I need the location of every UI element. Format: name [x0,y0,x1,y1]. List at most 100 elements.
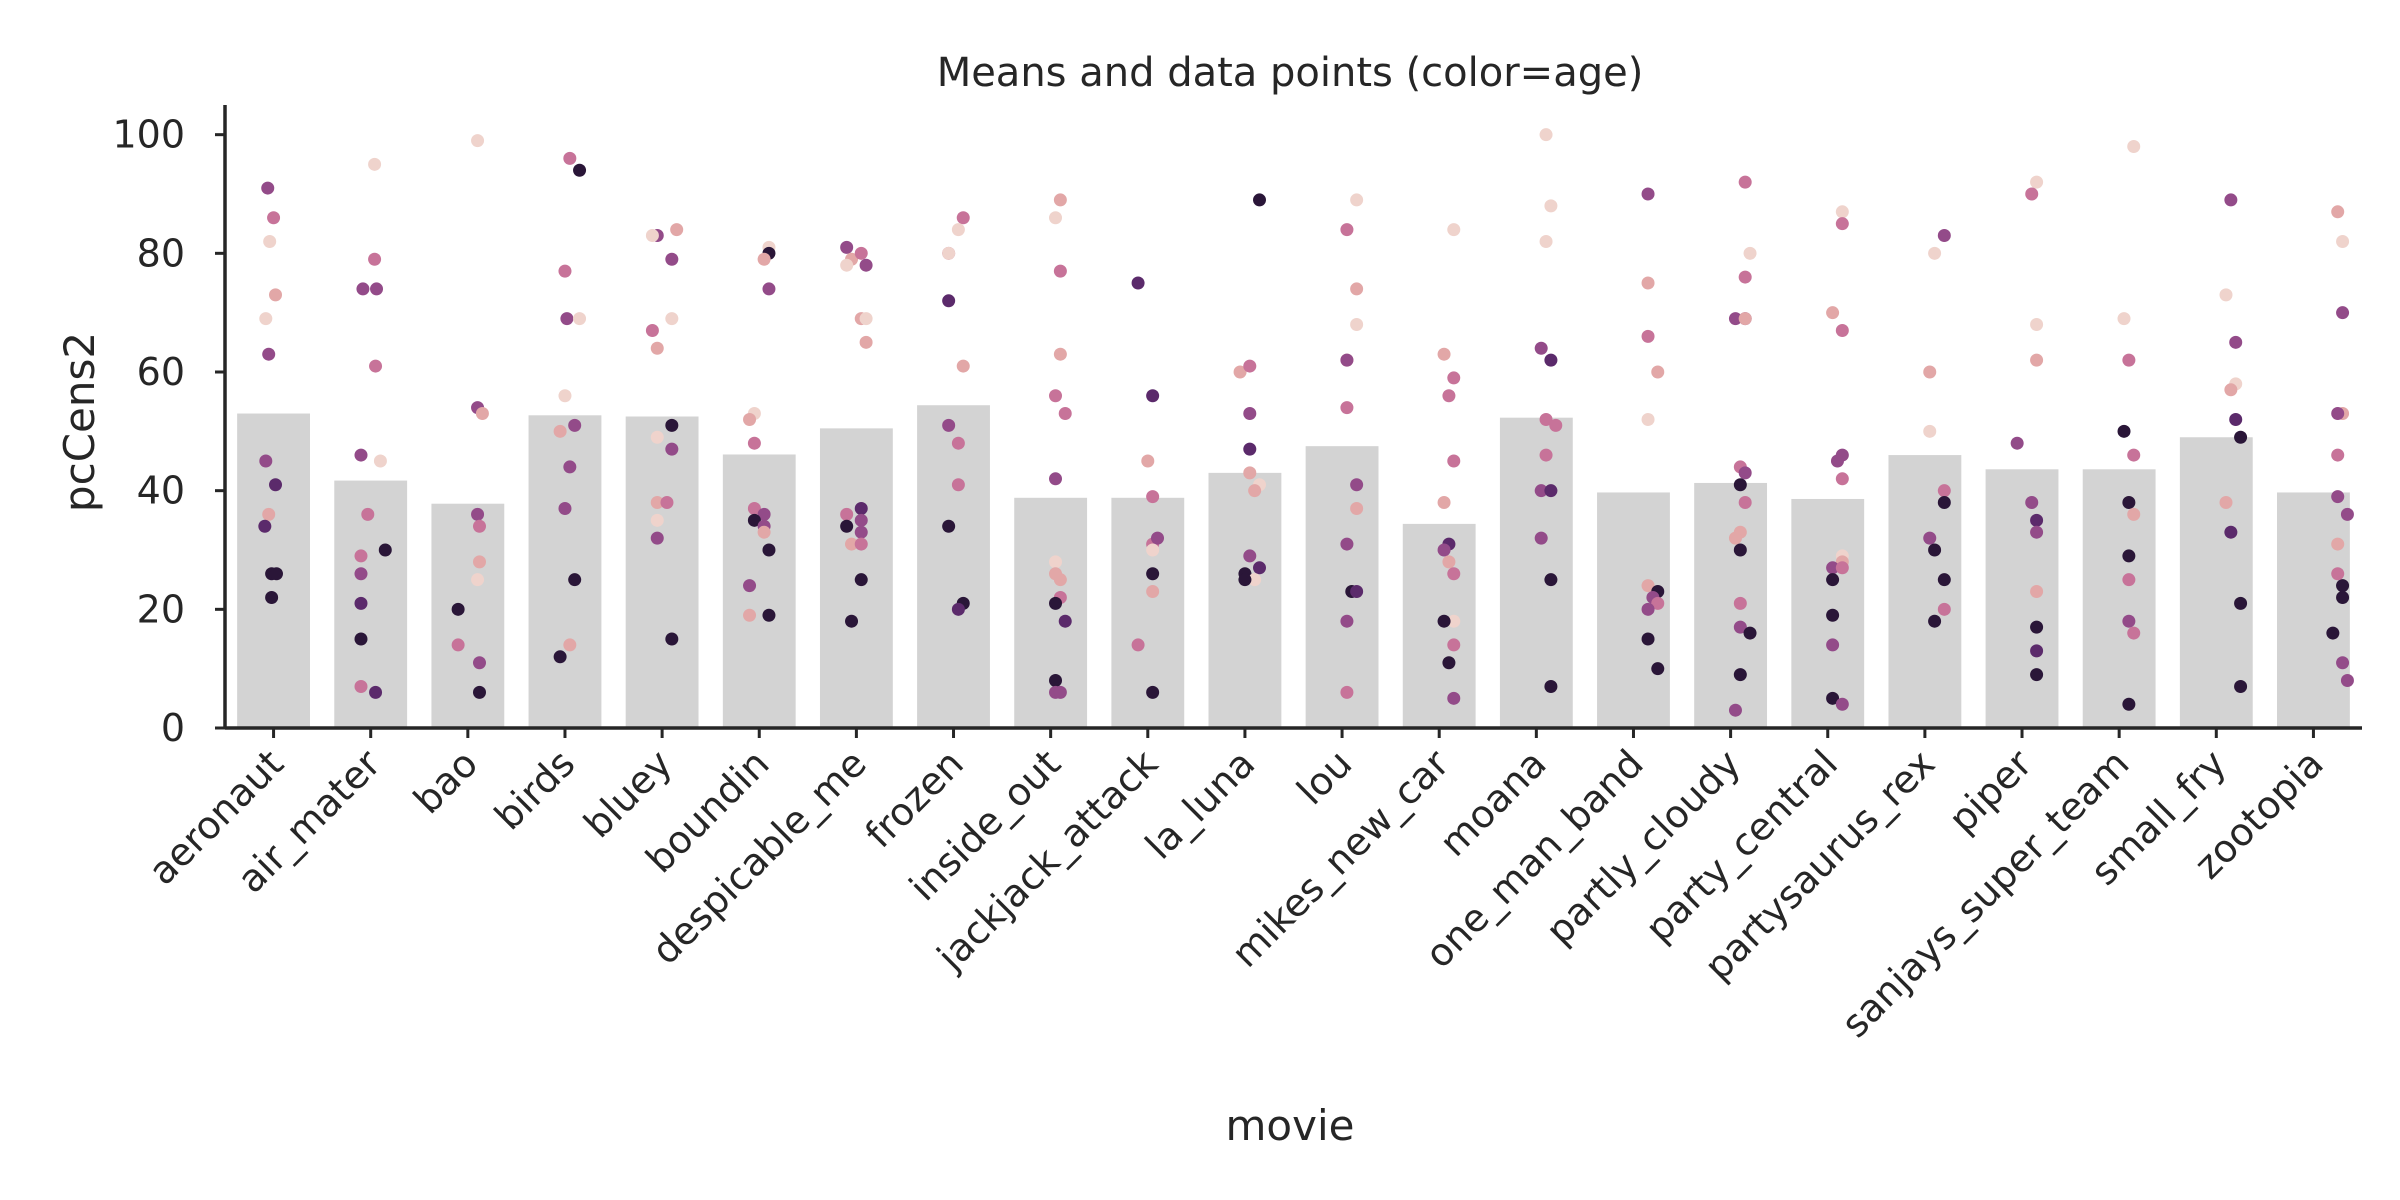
bar-la_luna [1208,472,1282,728]
data-point-birds-3 [560,312,574,326]
data-point-partly_cloudy-12 [1733,543,1747,557]
data-point-boundin-14 [762,608,776,622]
data-point-sanjays_super_team-1 [2117,312,2131,326]
data-point-one_man_band-11 [1651,662,1665,676]
data-point-lou-1 [1340,223,1354,237]
data-point-lou-0 [1350,193,1364,207]
data-point-zootopia-7 [2331,490,2345,504]
data-point-inside_out-1 [1049,211,1063,225]
data-point-boundin-6 [747,436,761,450]
data-point-small_fry-9 [2234,596,2248,610]
data-point-jackjack_attack-10 [1146,685,1160,699]
data-point-party_central-10 [1835,561,1849,575]
data-point-moana-6 [1549,418,1563,432]
data-point-zootopia-8 [2331,537,2345,551]
data-point-lou-13 [1340,685,1354,699]
data-point-moana-2 [1539,234,1553,248]
data-point-bluey-6 [650,341,664,355]
data-point-despicable_me-4 [840,258,854,272]
data-point-bluey-10 [650,496,664,510]
data-point-birds-10 [568,573,582,587]
data-point-party_central-9 [1826,561,1840,575]
data-point-la_luna-7 [1248,484,1262,498]
data-point-mikes_new_car-2 [1447,371,1461,385]
data-point-one_man_band-5 [1641,579,1655,593]
data-point-frozen-3 [942,246,956,260]
data-point-boundin-9 [747,513,761,527]
data-point-bluey-1 [670,223,684,237]
data-point-despicable_me-13 [845,537,859,551]
data-point-small_fry-5 [2229,412,2243,426]
data-point-partly_cloudy-5 [1738,312,1752,326]
data-point-la_luna-6 [1243,466,1257,480]
data-point-party_central-13 [1826,638,1840,652]
data-point-air_mater-6 [354,448,368,462]
data-point-aeronaut-8 [262,507,276,521]
data-point-moana-12 [1544,679,1558,693]
data-point-sanjays_super_team-7 [2122,549,2136,563]
bar-air_mater [334,480,408,728]
chart-title: Means and data points (color=age) [937,50,1644,96]
data-point-aeronaut-11 [269,567,283,581]
data-point-boundin-8 [757,507,771,521]
data-point-partly_cloudy-17 [1728,703,1742,717]
data-point-inside_out-0 [1053,193,1067,207]
data-point-one_man_band-1 [1641,276,1655,290]
data-point-bluey-9 [665,442,679,456]
data-point-party_central-11 [1826,573,1840,587]
data-point-mikes_new_car-14 [1447,691,1461,705]
data-point-small_fry-10 [2234,679,2248,693]
data-point-despicable_me-6 [859,312,873,326]
data-point-one_man_band-2 [1641,329,1655,343]
data-point-air_mater-0 [368,157,382,171]
data-point-small_fry-6 [2234,430,2248,444]
data-point-party_central-12 [1826,608,1840,622]
data-point-piper-1 [2025,187,2039,201]
data-point-aeronaut-3 [269,288,283,302]
data-point-bao-7 [451,602,465,616]
data-point-jackjack_attack-1 [1146,389,1160,403]
data-point-air_mater-5 [373,454,387,468]
data-point-sanjays_super_team-9 [2122,614,2136,628]
data-point-partysaurus_rex-7 [1928,543,1942,557]
data-point-sanjays_super_team-8 [2122,573,2136,587]
data-point-zootopia-11 [2336,590,2350,604]
data-point-mikes_new_car-5 [1437,496,1451,510]
bar-boundin [722,454,796,728]
data-point-jackjack_attack-8 [1146,585,1160,599]
data-point-bluey-11 [660,496,674,510]
data-point-zootopia-9 [2336,579,2350,593]
data-point-frozen-6 [942,418,956,432]
data-point-la_luna-11 [1248,573,1262,587]
data-point-la_luna-3 [1243,407,1257,421]
data-point-partysaurus_rex-2 [1923,365,1937,379]
y-ticks: 0 20 40 60 80 100 [112,113,225,750]
data-point-lou-7 [1350,478,1364,492]
data-point-small_fry-8 [2224,525,2238,539]
data-point-boundin-3 [762,282,776,296]
data-point-zootopia-10 [2331,567,2345,581]
data-point-sanjays_super_team-3 [2117,424,2131,438]
data-point-air_mater-8 [378,543,392,557]
data-point-jackjack_attack-7 [1146,567,1160,581]
y-axis-label: pcCens2 [55,332,104,512]
data-point-la_luna-0 [1253,193,1267,207]
data-point-party_central-3 [1835,323,1849,337]
data-point-party_central-15 [1835,697,1849,711]
data-point-one_man_band-4 [1641,412,1655,426]
data-point-zootopia-2 [2336,306,2350,320]
bar-partly_cloudy [1694,482,1768,728]
x-tick-label-bao: bao [405,741,486,822]
data-point-mikes_new_car-7 [1437,543,1451,557]
data-point-partly_cloudy-11 [1728,531,1742,545]
data-point-partly_cloudy-2 [1738,270,1752,284]
data-point-lou-11 [1350,585,1364,599]
data-point-sanjays_super_team-5 [2122,496,2136,510]
data-point-la_luna-2 [1243,359,1257,373]
data-point-small_fry-1 [2219,288,2233,302]
data-point-birds-11 [563,638,577,652]
data-point-air_mater-3 [370,282,384,296]
data-point-air_mater-11 [354,596,368,610]
